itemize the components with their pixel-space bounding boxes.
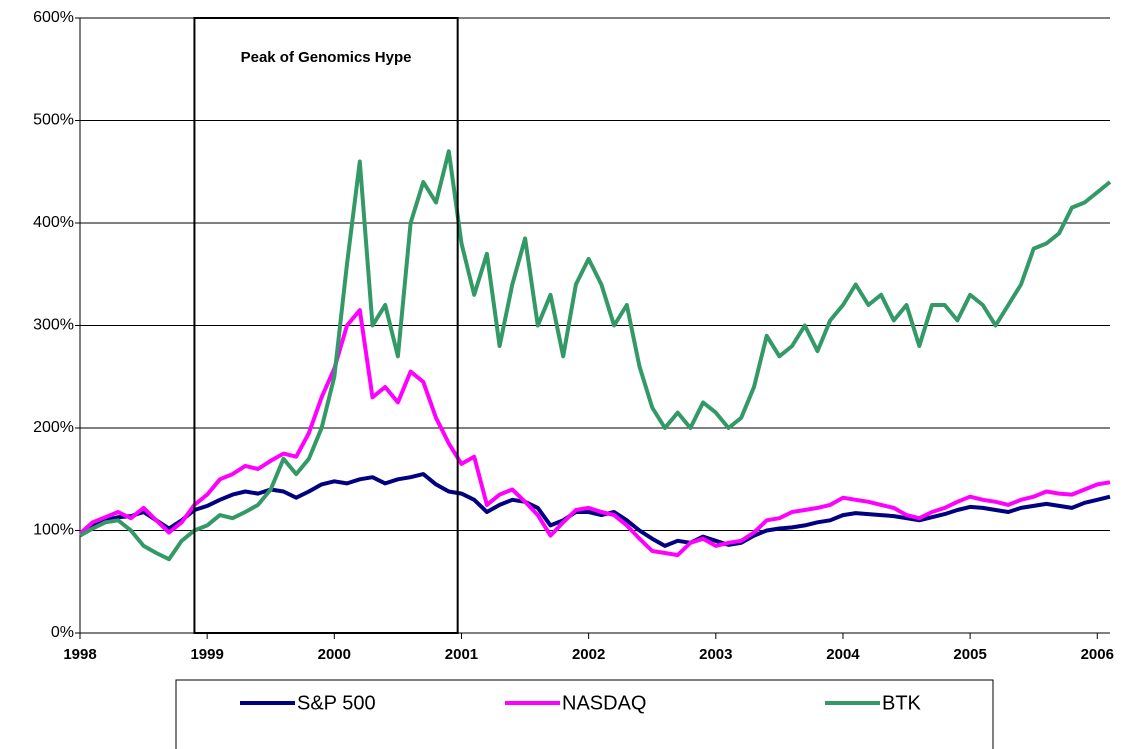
y-tick-label: 0% xyxy=(51,624,74,641)
x-tick-label: 1998 xyxy=(63,646,96,663)
annotation-text: Peak of Genomics Hype xyxy=(241,49,412,66)
legend-label: NASDAQ xyxy=(562,692,646,714)
x-tick-label: 1999 xyxy=(190,646,223,663)
series-line xyxy=(79,149,1112,562)
annotation-box xyxy=(193,17,459,634)
x-tick-label: 2002 xyxy=(572,646,605,663)
x-tick-label: 2000 xyxy=(318,646,351,663)
y-tick-label: 300% xyxy=(33,317,74,334)
x-tick-label: 2001 xyxy=(445,646,478,663)
series-line xyxy=(78,308,1111,558)
series-line xyxy=(78,472,1111,548)
legend-label: BTK xyxy=(882,692,922,714)
y-tick-label: 100% xyxy=(33,522,74,539)
x-tick-label: 2004 xyxy=(826,646,860,663)
legend-label: S&P 500 xyxy=(297,692,376,714)
y-tick-label: 500% xyxy=(33,112,74,129)
y-tick-label: 600% xyxy=(33,9,74,26)
x-tick-label: 2005 xyxy=(953,646,986,663)
legend-box xyxy=(175,679,994,749)
y-tick-label: 200% xyxy=(33,419,74,436)
x-tick-label: 2006 xyxy=(1081,646,1114,663)
x-tick-label: 2003 xyxy=(699,646,732,663)
y-tick-label: 400% xyxy=(33,214,74,231)
